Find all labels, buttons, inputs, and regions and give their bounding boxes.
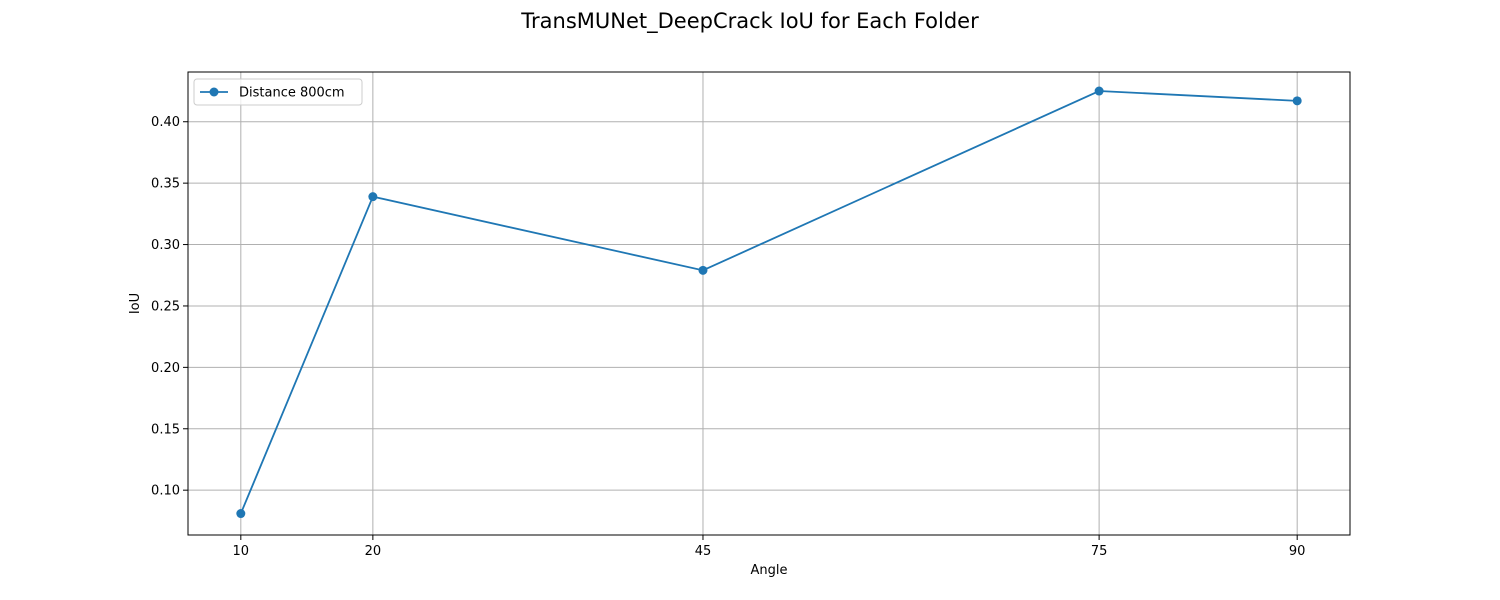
legend: Distance 800cm [193, 78, 363, 106]
plot-area-frame [187, 71, 1351, 536]
data-point [368, 192, 378, 202]
data-point [1292, 96, 1302, 106]
x-axis-label: Angle [751, 563, 788, 578]
series-line [239, 90, 1298, 514]
y-tick-label: 0.15 [151, 422, 180, 437]
x-tick-label: 10 [233, 544, 250, 559]
data-point [1094, 86, 1104, 96]
grid [188, 72, 1350, 535]
data-point [236, 509, 246, 519]
x-tick-label: 45 [695, 544, 712, 559]
chart-title: TransMUNet_DeepCrack IoU for Each Folder [520, 9, 979, 34]
y-axis-label: IoU [128, 293, 143, 314]
legend-box [193, 78, 363, 106]
y-axis-ticks: 0.10 0.15 0.20 0.25 0.30 0.35 0.40 [151, 115, 188, 499]
legend-marker [209, 87, 219, 97]
legend-label: Distance 800cm [239, 86, 345, 101]
data-point [698, 265, 708, 275]
x-tick-label: 90 [1289, 544, 1306, 559]
y-tick-label: 0.30 [151, 238, 180, 253]
y-tick-label: 0.25 [151, 299, 180, 314]
x-tick-label: 20 [365, 544, 382, 559]
y-tick-label: 0.40 [151, 115, 180, 130]
x-tick-label: 75 [1091, 544, 1108, 559]
y-tick-label: 0.35 [151, 177, 180, 192]
x-axis-ticks: 10 20 45 75 90 [233, 535, 1306, 559]
y-tick-label: 0.20 [151, 361, 180, 376]
y-tick-label: 0.10 [151, 484, 180, 499]
series-layer [236, 86, 1302, 519]
